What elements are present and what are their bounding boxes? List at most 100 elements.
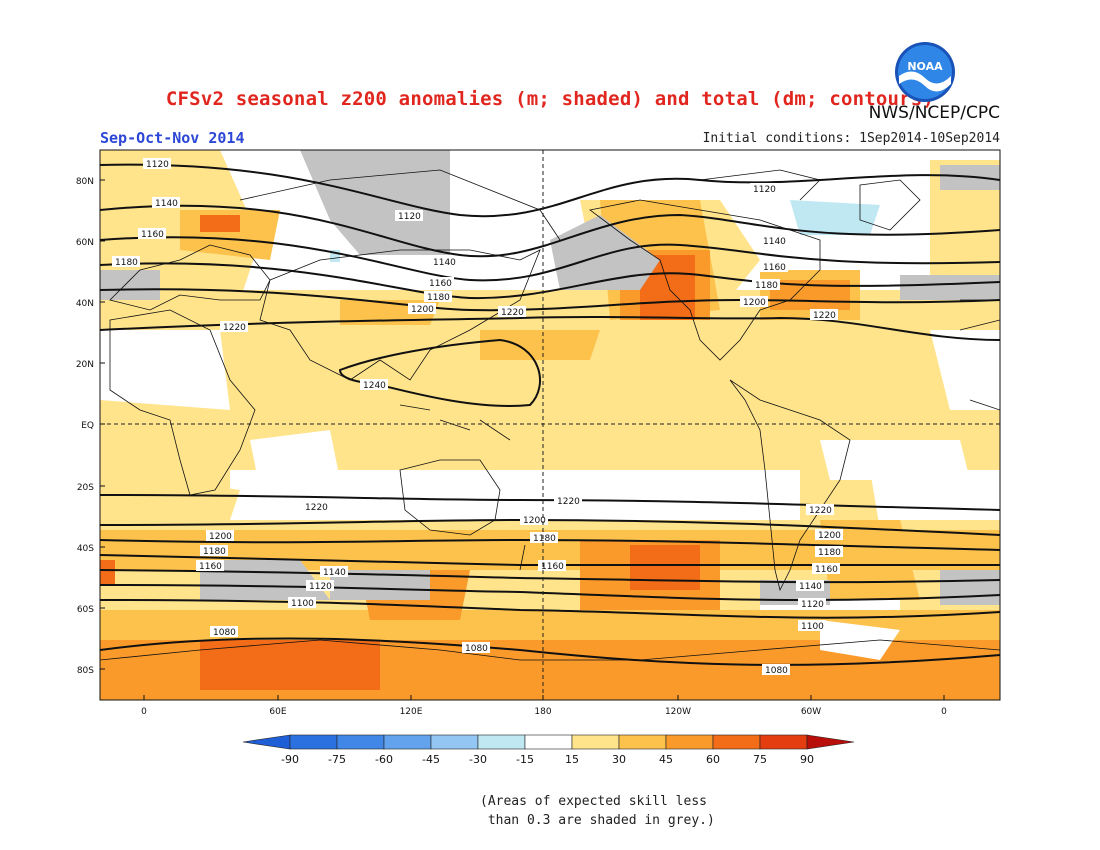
contour-label: 1200 (209, 532, 232, 542)
lon-label: 180 (534, 707, 551, 717)
contour-label: 1180 (533, 534, 556, 544)
colorbar-swatch (712, 734, 761, 750)
colorbar-label: 30 (612, 753, 626, 766)
contour-label: 1240 (363, 381, 386, 391)
colorbar-swatches (242, 734, 855, 750)
contour-1080-sh (100, 637, 1000, 666)
contour-label: 1160 (763, 263, 786, 273)
colorbar-label: 90 (800, 753, 814, 766)
contour-label: 1200 (523, 516, 546, 526)
lat-label: EQ (81, 421, 94, 431)
longitude-axis: 0 60E 120E 180 120W 60W 0 (141, 695, 947, 717)
contour-label: 1220 (813, 311, 836, 321)
colorbar-label: 60 (706, 753, 720, 766)
contour-1180-sh (100, 538, 1000, 551)
contour-label: 1080 (213, 628, 236, 638)
footnote-line-2: than 0.3 are shaded in grey.) (480, 813, 715, 828)
lon-label: 120E (400, 707, 423, 717)
contour-label: 1100 (801, 622, 824, 632)
colorbar-label: -30 (469, 753, 487, 766)
colorbar-arrow-low (242, 734, 291, 750)
initial-conditions-label: Initial conditions: 1Sep2014-10Sep2014 (702, 131, 1000, 146)
contour-1120-nh (100, 163, 1000, 218)
latitude-axis: 80N 60N 40N 20N EQ 20S 40S 60S 80S (76, 177, 105, 676)
colorbar-swatch (289, 734, 338, 750)
contour-label: 1220 (557, 497, 580, 507)
lat-label: 80N (76, 177, 94, 187)
contour-label: 1160 (429, 279, 452, 289)
lon-label: 60W (801, 707, 821, 717)
lat-label: 40S (77, 544, 94, 554)
lat-label: 40N (76, 299, 94, 309)
contour-1180-nh (100, 262, 1000, 300)
contour-label: 1120 (309, 582, 332, 592)
contour-label: 1140 (155, 199, 178, 209)
skill-footnote: (Areas of expected skill less than 0.3 a… (480, 792, 715, 830)
contour-label: 1160 (541, 562, 564, 572)
colorbar: -90 -75 -60 -45 -30 -15 15 30 45 60 75 90 (242, 734, 855, 766)
contour-label: 1180 (427, 293, 450, 303)
colorbar-arrow-high (806, 734, 855, 750)
lat-label: 20S (77, 483, 94, 493)
chart-title: CFSv2 seasonal z200 anomalies (m; shaded… (165, 88, 935, 110)
contour-1160-nh (100, 236, 1000, 282)
colorbar-label: -60 (375, 753, 393, 766)
lon-label: 60E (269, 707, 286, 717)
contour-label: 1160 (815, 565, 838, 575)
contour-1200-nh (100, 288, 1000, 312)
contour-1140-sh (100, 569, 1000, 584)
lon-label: 0 (941, 707, 947, 717)
contour-1140-nh (100, 204, 1000, 258)
lat-label: 20N (76, 360, 94, 370)
colorbar-label: -90 (281, 753, 299, 766)
contour-label: 1120 (146, 160, 169, 170)
contour-label: 1140 (323, 568, 346, 578)
lat-label: 60N (76, 238, 94, 248)
contour-label: 1120 (753, 185, 776, 195)
lat-label: 80S (77, 666, 94, 676)
contour-label: 1140 (763, 237, 786, 247)
colorbar-swatch (430, 734, 479, 750)
contour-label: 1180 (755, 281, 778, 291)
contour-1220-nh (100, 316, 1000, 341)
colorbar-swatch (665, 734, 714, 750)
coastlines (100, 169, 1000, 661)
lon-label: 0 (141, 707, 147, 717)
colorbar-swatch (759, 734, 808, 750)
footnote-line-1: (Areas of expected skill less (480, 794, 707, 809)
contour-label: 1140 (799, 582, 822, 592)
map-frame (99, 149, 1001, 701)
colorbar-label: -15 (516, 753, 534, 766)
contour-1100-sh (100, 599, 1000, 619)
contour-label: 1140 (433, 258, 456, 268)
contour-label: 1180 (818, 548, 841, 558)
contour-label: 1200 (411, 305, 434, 315)
colorbar-label: 45 (659, 753, 673, 766)
contour-label: 1220 (223, 323, 246, 333)
reference-lines (100, 150, 1000, 700)
contour-label: 1220 (305, 503, 328, 513)
contour-label: 1220 (501, 308, 524, 318)
noaa-logo: NOAA (895, 42, 955, 102)
contour-label: 1120 (801, 600, 824, 610)
contour-label: 1220 (809, 506, 832, 516)
colorbar-swatch (618, 734, 667, 750)
contour-label: 1160 (199, 562, 222, 572)
colorbar-swatch (383, 734, 432, 750)
noaa-logo-text: NOAA (907, 60, 943, 73)
height-contours (100, 163, 1000, 666)
contour-label: 1200 (818, 531, 841, 541)
colorbar-labels: -90 -75 -60 -45 -30 -15 15 30 45 60 75 90 (281, 753, 814, 766)
contour-label: 1180 (203, 547, 226, 557)
contour-label: 1180 (115, 258, 138, 268)
contour-label: 1120 (398, 212, 421, 222)
colorbar-label: -75 (328, 753, 346, 766)
colorbar-swatch (336, 734, 385, 750)
season-label: Sep-Oct-Nov 2014 (100, 129, 245, 147)
colorbar-swatch (571, 734, 620, 750)
contour-label: 1100 (291, 599, 314, 609)
lat-label: 60S (77, 605, 94, 615)
colorbar-label: -45 (422, 753, 440, 766)
colorbar-swatch (524, 734, 573, 750)
colorbar-label: 75 (753, 753, 767, 766)
